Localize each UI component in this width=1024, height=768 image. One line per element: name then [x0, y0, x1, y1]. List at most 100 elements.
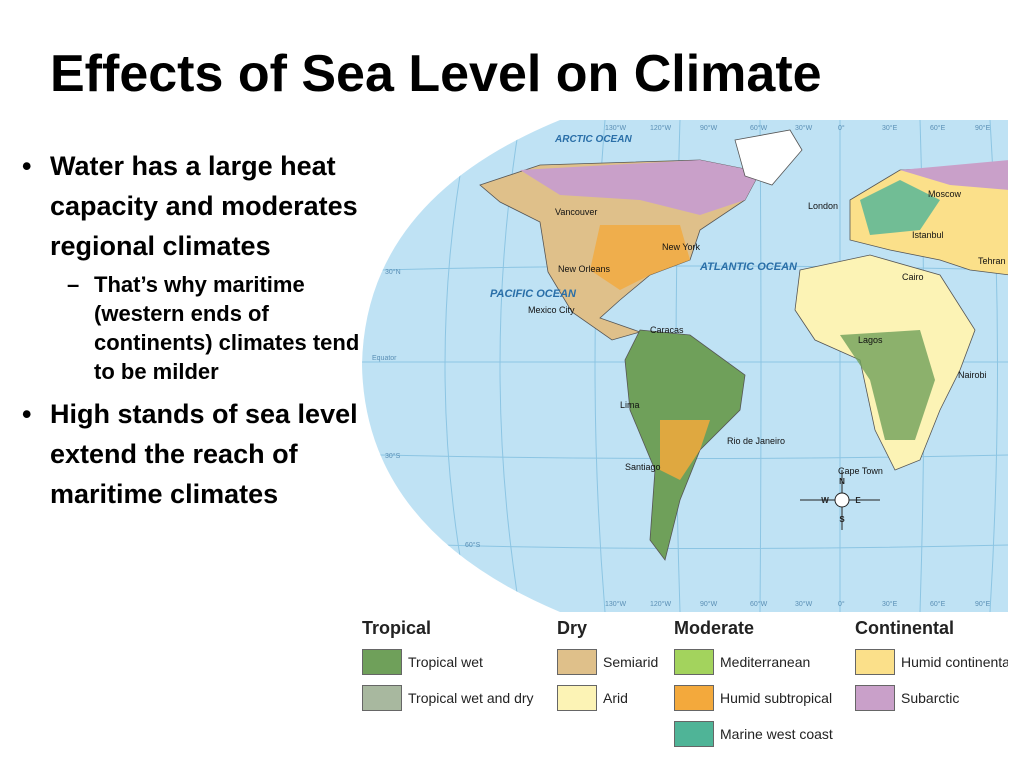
map-legend: Tropical Tropical wet Tropical wet and dry…	[362, 618, 1008, 758]
legend-item: Tropical wet and dry	[362, 680, 534, 716]
longitude-label: 90°E	[975, 600, 991, 608]
legend-item: Humid subtropical	[674, 680, 833, 716]
legend-heading: Continental	[855, 618, 954, 638]
slide-title: Effects of Sea Level on Climate	[50, 45, 822, 103]
ocean-label: ARCTIC OCEAN	[554, 134, 632, 145]
city-labels: Vancouver New York New Orleans Mexico Ci…	[528, 189, 1006, 476]
latitude-label: Equator	[372, 355, 397, 362]
legend-item: Subarctic	[855, 680, 1008, 716]
longitude-label: 90°W	[700, 124, 718, 132]
legend-item: Marine west coast	[674, 716, 833, 752]
legend-swatch	[855, 649, 895, 675]
legend-group: Tropical Tropical wet Tropical wet and dry	[362, 618, 534, 716]
longitude-label: 30°E	[882, 124, 898, 132]
legend-group: Continental Humid continental Subarctic	[855, 618, 1008, 716]
humid-na	[590, 225, 690, 290]
longitude-label: 30°E	[882, 600, 898, 608]
legend-group: Moderate Mediterranean Humid subtropical Ma…	[674, 618, 833, 752]
longitude-label: 60°E	[930, 600, 946, 608]
legend-label: Humid subtropical	[720, 690, 833, 706]
longitude-label: 120°W	[650, 600, 671, 608]
sub-bullet: That’s why maritime (western ends of con…	[67, 270, 364, 386]
longitude-label: 90°E	[975, 124, 991, 132]
humid-sa	[660, 420, 710, 480]
longitude-label: 60°E	[930, 124, 946, 132]
legend-item: Tropical wet	[362, 644, 534, 680]
longitude-label: 120°W	[650, 124, 671, 132]
longitude-label: 130°W	[605, 600, 626, 608]
legend-label: Subarctic	[901, 690, 960, 706]
greenland	[734, 129, 803, 186]
map-body	[362, 120, 1008, 612]
tropical-africa	[840, 330, 935, 440]
latitude-label: 30°S	[385, 452, 401, 460]
city-label: Rio de Janeiro	[727, 436, 785, 446]
subarctic-na	[520, 160, 760, 215]
longitude-label: 130°W	[605, 124, 626, 132]
legend-item: Mediterranean	[674, 644, 833, 680]
legend-group: Dry Semiarid Arid	[557, 618, 658, 716]
legend-swatch	[557, 685, 597, 711]
city-label: New Orleans	[558, 264, 611, 274]
subarctic-eu	[900, 160, 1008, 190]
longitude-label: 30°W	[795, 124, 813, 132]
compass-label: N	[839, 477, 845, 486]
bullet: Water has a large heat capacity and mode…	[22, 146, 360, 266]
city-label: Tehran	[978, 256, 1006, 266]
city-label: Santiago	[625, 462, 661, 472]
legend-swatch	[362, 649, 402, 675]
legend-label: Humid continental	[901, 654, 1008, 670]
legend-heading: Dry	[557, 618, 588, 638]
longitude-label: 0°	[838, 600, 845, 608]
compass-label: S	[839, 515, 845, 524]
legend-label: Tropical wet	[408, 654, 483, 670]
legend-swatch	[362, 685, 402, 711]
legend-label: Mediterranean	[720, 654, 811, 670]
legend-item: Semiarid	[557, 644, 658, 680]
longitude-label: 30°W	[795, 600, 813, 608]
legend-item: Humid continental	[855, 644, 1008, 680]
legend-item: Arid	[557, 680, 658, 716]
city-label: Istanbul	[912, 230, 944, 240]
legend-swatch	[674, 721, 714, 747]
city-label: Lima	[620, 400, 640, 410]
city-label: Mexico City	[528, 305, 575, 315]
city-label: Vancouver	[555, 207, 597, 217]
legend-swatch	[674, 649, 714, 675]
city-label: Caracas	[650, 325, 684, 335]
legend-label: Arid	[603, 690, 628, 706]
bullet-list: Water has a large heat capacity and mode…	[22, 146, 362, 518]
city-label: Cape Town	[838, 466, 883, 476]
compass-label: E	[855, 496, 861, 505]
longitude-label: 0°	[838, 124, 845, 132]
legend-swatch	[855, 685, 895, 711]
latitude-label: 30°N	[385, 268, 401, 276]
ocean-label: ATLANTIC OCEAN	[699, 261, 798, 273]
city-label: London	[808, 201, 838, 211]
legend-label: Tropical wet and dry	[408, 690, 534, 706]
degree-labels: 130°W 120°W 90°W 60°W 30°W 0° 30°E 60°E …	[372, 124, 991, 608]
legend-label: Semiarid	[603, 654, 659, 670]
marine-europe	[860, 180, 940, 235]
latitude-label: 60°S	[465, 541, 481, 549]
longitude-label: 60°W	[750, 124, 768, 132]
city-label: New York	[662, 242, 701, 252]
compass: N S E W	[800, 470, 880, 530]
legend-swatch	[674, 685, 714, 711]
longitude-label: 90°W	[700, 600, 718, 608]
city-label: Cairo	[902, 272, 924, 282]
bullet: High stands of sea level extend the reac…	[22, 394, 360, 514]
legend-heading: Tropical	[362, 618, 432, 638]
compass-label: W	[821, 496, 829, 505]
city-label: Lagos	[858, 335, 883, 345]
ocean-labels: ARCTIC OCEAN PACIFIC OCEAN ATLANTIC OCEA…	[490, 134, 798, 300]
longitude-label: 60°W	[750, 600, 768, 608]
legend-label: Marine west coast	[720, 726, 833, 742]
ocean-label: PACIFIC OCEAN	[490, 288, 577, 300]
city-label: Nairobi	[958, 370, 987, 380]
legend-swatch	[557, 649, 597, 675]
city-label: Moscow	[928, 189, 962, 199]
legend-heading: Moderate	[674, 618, 755, 638]
